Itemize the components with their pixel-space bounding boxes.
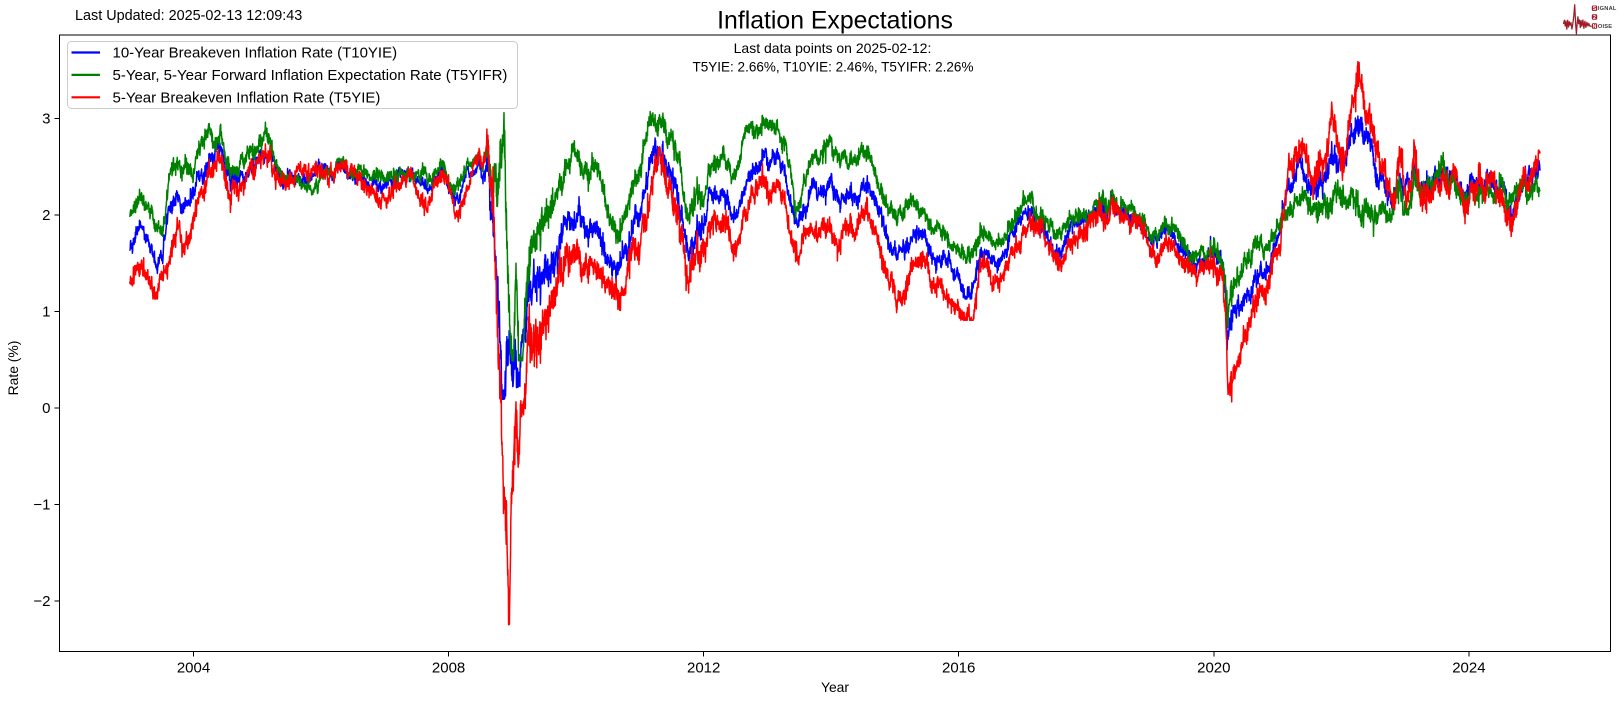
svg-text:2: 2 <box>1593 15 1596 21</box>
svg-text:2020: 2020 <box>1197 659 1230 676</box>
svg-text:S: S <box>1593 6 1597 12</box>
svg-text:−2: −2 <box>33 593 50 610</box>
svg-text:2024: 2024 <box>1452 659 1485 676</box>
svg-text:Last data points on 2025-02-12: Last data points on 2025-02-12: <box>734 40 932 56</box>
svg-text:Inflation Expectations: Inflation Expectations <box>717 8 953 35</box>
svg-text:2008: 2008 <box>432 659 465 676</box>
svg-text:Year: Year <box>821 679 849 695</box>
svg-text:2004: 2004 <box>177 659 210 676</box>
svg-text:3: 3 <box>42 110 50 127</box>
svg-text:5-Year, 5-Year Forward Inflati: 5-Year, 5-Year Forward Inflation Expecta… <box>113 67 508 84</box>
svg-text:5-Year Breakeven Inflation Rat: 5-Year Breakeven Inflation Rate (T5YIE) <box>113 89 381 106</box>
svg-text:Rate (%): Rate (%) <box>5 341 21 396</box>
svg-text:Last Updated: 2025-02-13 12:09: Last Updated: 2025-02-13 12:09:43 <box>75 8 302 24</box>
svg-text:0: 0 <box>42 400 50 417</box>
svg-text:IGNAL: IGNAL <box>1598 6 1617 12</box>
svg-text:N: N <box>1593 24 1597 30</box>
svg-text:2: 2 <box>42 207 50 224</box>
svg-text:1: 1 <box>42 303 50 320</box>
svg-text:10-Year Breakeven Inflation Ra: 10-Year Breakeven Inflation Rate (T10YIE… <box>113 45 398 62</box>
svg-text:2016: 2016 <box>942 659 975 676</box>
svg-text:−1: −1 <box>33 496 50 513</box>
svg-text:2012: 2012 <box>687 659 720 676</box>
svg-text:T5YIE: 2.66%, T10YIE: 2.46%, T: T5YIE: 2.66%, T10YIE: 2.46%, T5YIFR: 2.2… <box>693 60 974 75</box>
svg-text:OISE: OISE <box>1598 24 1612 30</box>
